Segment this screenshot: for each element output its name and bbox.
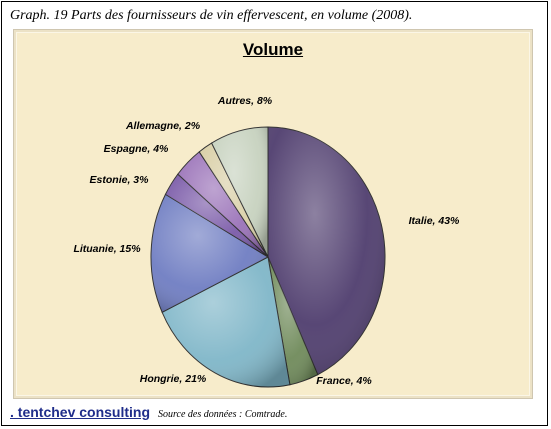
slice-label: Autres, 8% — [217, 95, 273, 107]
slice-label: Allemagne, 2% — [125, 120, 201, 132]
figure-caption: Graph. 19 Parts des fournisseurs de vin … — [10, 8, 413, 23]
slice-label: Hongrie, 21% — [140, 373, 207, 385]
chart-area: Volume Italie, 43% France, 4% Hongrie, 21%… — [14, 30, 532, 398]
pie-slice-shading — [268, 257, 318, 385]
slice-label: Espagne, 4% — [104, 143, 169, 155]
source-note: Source des données : Comtrade. — [158, 409, 288, 420]
pie-chart: Italie, 43% France, 4% Hongrie, 21% Lituani… — [73, 95, 460, 388]
pie-slice-shading — [165, 174, 268, 257]
slice-label: Italie, 43% — [409, 215, 460, 227]
chart-title: Volume — [242, 40, 304, 59]
slice-label: Estonie, 3% — [90, 174, 150, 186]
pie-slice-shading — [151, 194, 268, 313]
pie-slice-shading — [162, 257, 290, 388]
slice-label: Lituanie, 15% — [73, 243, 141, 255]
brand-link[interactable]: . tentchev consulting — [10, 404, 151, 420]
pie-slice-shading — [199, 143, 268, 257]
footer: . tentchev consulting Source des données… — [10, 404, 287, 422]
pie-slice-shading — [268, 127, 386, 375]
pie-slice-shading — [177, 151, 268, 257]
pie-slice-shading — [211, 127, 268, 257]
slice-label: France, 4% — [316, 375, 372, 387]
